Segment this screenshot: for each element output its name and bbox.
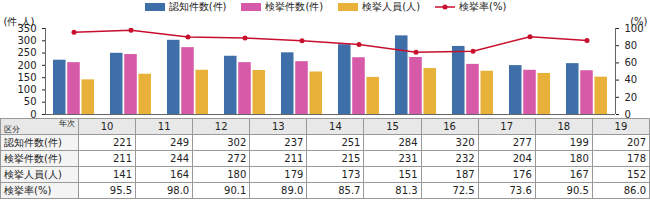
- html-text:176: 176: [512, 169, 532, 180]
- html-text:211: 211: [113, 153, 133, 164]
- html-text:16: 16: [443, 121, 456, 132]
- html-text:179: 179: [284, 169, 304, 180]
- svg-text:100: 100: [17, 84, 36, 95]
- html-text:認知件数(件): 認知件数(件): [168, 1, 227, 12]
- html-text:320: 320: [455, 137, 475, 148]
- html-text:187: 187: [455, 169, 475, 180]
- svg-text:300: 300: [17, 35, 36, 46]
- html-text:90.5: 90.5: [566, 185, 589, 196]
- html-text:98.0: 98.0: [166, 185, 190, 196]
- svg-text:(件,人): (件,人): [4, 16, 35, 27]
- html-text:90.1: 90.1: [224, 185, 247, 196]
- svg-text:100: 100: [624, 22, 644, 34]
- html-text:検挙率(%): 検挙率(%): [4, 185, 52, 196]
- html-text:199: 199: [569, 137, 589, 148]
- html-text:検挙率(%): 検挙率(%): [459, 1, 507, 12]
- html-text:11: 11: [157, 121, 171, 132]
- html-text:152: 152: [626, 169, 646, 180]
- html-text:167: 167: [569, 169, 589, 180]
- html-text:10: 10: [100, 121, 114, 132]
- html-text:249: 249: [170, 137, 190, 148]
- html-text:17: 17: [500, 121, 514, 132]
- svg-text:50: 50: [24, 96, 37, 107]
- html-text:178: 178: [626, 153, 646, 164]
- html-text:211: 211: [284, 153, 304, 164]
- html-text:86.0: 86.0: [623, 185, 646, 196]
- html-text:221: 221: [113, 137, 133, 148]
- html-text:19: 19: [614, 121, 628, 132]
- html-text:検挙人員(人): 検挙人員(人): [4, 169, 62, 180]
- html-text:141: 141: [113, 169, 133, 180]
- html-text:232: 232: [455, 153, 475, 164]
- html-text:検挙件数(件): 検挙件数(件): [265, 1, 324, 12]
- html-text:年次: 年次: [59, 119, 75, 128]
- html-text:272: 272: [227, 153, 247, 164]
- html-text:215: 215: [341, 153, 361, 164]
- html-text:15: 15: [386, 121, 399, 132]
- svg-text:0: 0: [625, 109, 631, 118]
- html-text:81.3: 81.3: [395, 185, 418, 196]
- svg-text:40: 40: [625, 74, 638, 85]
- html-text:151: 151: [398, 169, 418, 180]
- html-text:277: 277: [512, 137, 532, 148]
- html-text:12: 12: [214, 121, 228, 132]
- html-text:237: 237: [284, 137, 304, 148]
- html-text:164: 164: [170, 169, 190, 180]
- html-text:検挙件数(件): 検挙件数(件): [4, 153, 62, 164]
- html-text:180: 180: [227, 169, 247, 180]
- html-text:95.5: 95.5: [109, 185, 133, 196]
- html-text:173: 173: [341, 169, 361, 180]
- html-text:検挙人員(人): 検挙人員(人): [362, 1, 421, 12]
- svg-text:0: 0: [30, 109, 36, 118]
- svg-text:(%): (%): [630, 16, 647, 27]
- svg-text:200: 200: [17, 60, 36, 71]
- html-text:89.0: 89.0: [281, 185, 304, 196]
- html-text:73.6: 73.6: [509, 185, 532, 196]
- html-text:204: 204: [512, 153, 532, 164]
- svg-text:150: 150: [17, 72, 36, 83]
- html-text:284: 284: [398, 137, 418, 148]
- html-text:85.7: 85.7: [338, 185, 361, 196]
- html-text:14: 14: [329, 121, 342, 132]
- svg-text:60: 60: [625, 57, 638, 68]
- html-text:72.5: 72.5: [452, 185, 475, 196]
- svg-text:20: 20: [625, 92, 638, 103]
- html-text:13: 13: [272, 121, 285, 132]
- html-text:認知件数(件): 認知件数(件): [4, 137, 62, 148]
- html-text:231: 231: [398, 153, 418, 164]
- html-text:244: 244: [170, 153, 190, 164]
- html-text:251: 251: [341, 137, 361, 148]
- html-text:18: 18: [557, 121, 571, 132]
- html-text:180: 180: [569, 153, 589, 164]
- html-text:207: 207: [626, 137, 646, 148]
- html-text:302: 302: [227, 137, 247, 148]
- svg-text:80: 80: [625, 40, 638, 51]
- svg-text:250: 250: [17, 47, 36, 58]
- svg-text:350: 350: [17, 22, 37, 34]
- html-text:区分: 区分: [4, 125, 20, 134]
